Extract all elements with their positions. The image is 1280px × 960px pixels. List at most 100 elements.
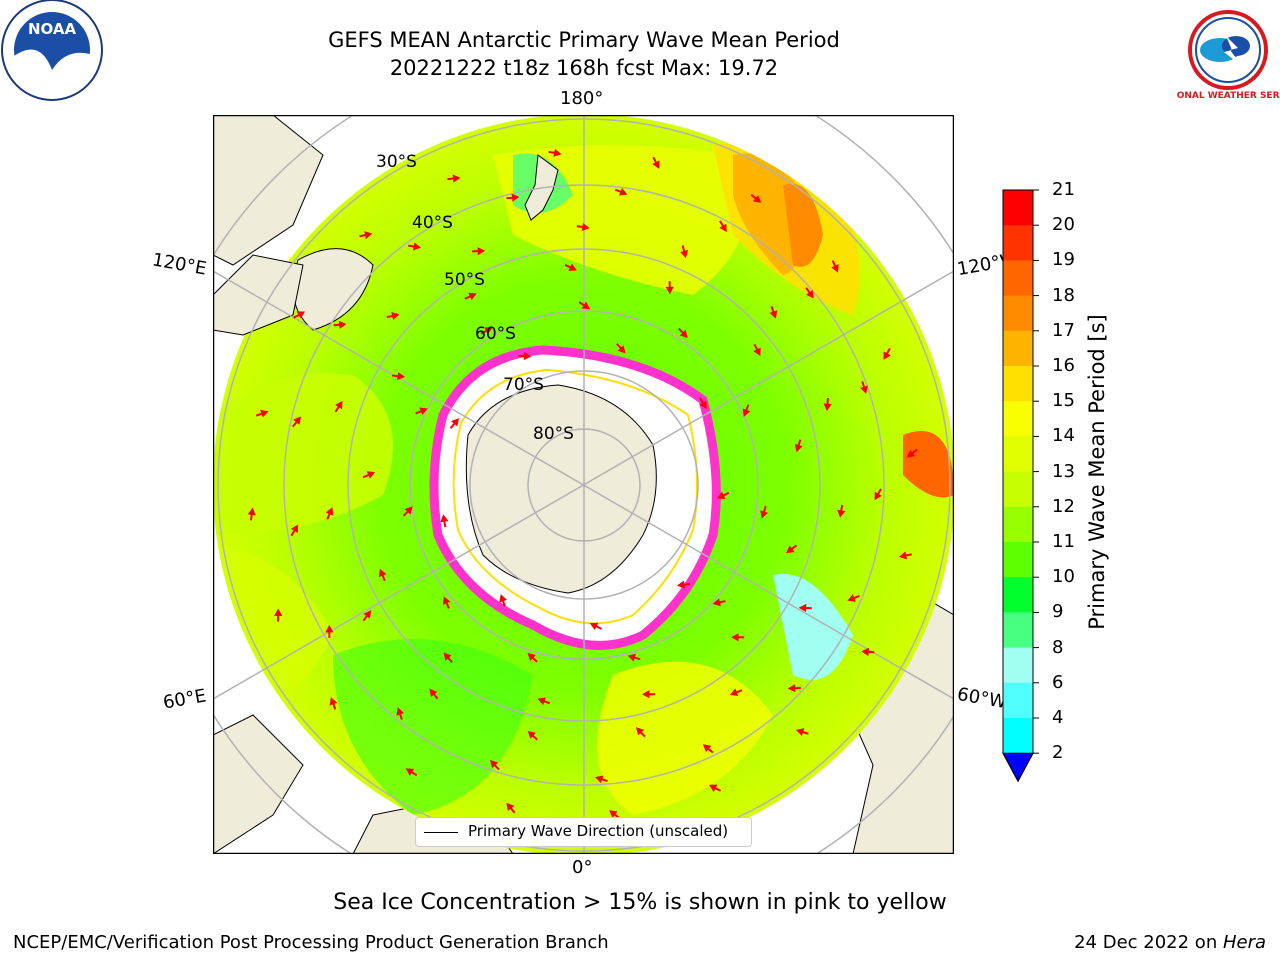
- wave-arrow-head: [731, 633, 739, 642]
- nws-logo-text: NATIONAL WEATHER SERVICE: [1176, 91, 1280, 101]
- wave-arrow-head: [329, 697, 338, 706]
- wave-arrow-head: [874, 491, 882, 501]
- wave-arrow-head: [396, 707, 405, 716]
- wave-arrow-head: [523, 351, 532, 361]
- wave-arrow-head: [680, 249, 689, 259]
- wave-arrow-head: [477, 247, 486, 256]
- colorbar-segment: [1003, 401, 1033, 437]
- wave-arrow-head: [794, 443, 803, 453]
- wave-arrow-head: [443, 652, 452, 661]
- wave-arrow-head: [429, 688, 438, 697]
- wave-arrow-head: [823, 403, 832, 412]
- lon-label-60e: 60°E: [161, 685, 208, 714]
- wave-arrow-head: [499, 594, 508, 603]
- wave-arrow-head: [702, 744, 712, 753]
- colorbar-tick-label: 20: [1052, 214, 1075, 236]
- colorbar-tick-label: 19: [1052, 249, 1075, 271]
- wave-direction-arrows: [247, 148, 918, 819]
- legend-line-sample: [424, 832, 458, 833]
- wave-arrow-head: [442, 596, 451, 605]
- lon-label-180: 180°: [560, 88, 604, 109]
- colorbar-segment: [1003, 542, 1033, 578]
- wave-arrow-head: [451, 418, 460, 427]
- wave-arrow-head: [553, 148, 562, 157]
- wave-arrow-head: [860, 385, 868, 394]
- wave-arrow-head: [847, 594, 856, 602]
- wave-arrow-head: [652, 160, 660, 170]
- wave-arrow-head: [760, 510, 769, 519]
- wave-arrow-head: [769, 310, 778, 319]
- credit-branch: NCEP/EMC/Verification Post Processing Pr…: [13, 932, 609, 953]
- lat-label-40s: 40°S: [412, 213, 453, 233]
- wave-arrow-head: [898, 551, 907, 560]
- credit-date-text: 24 Dec 2022 on: [1074, 932, 1223, 953]
- colorbar-extend-arrow: [1002, 752, 1034, 783]
- wave-arrow-head: [468, 292, 477, 301]
- wave-arrow-head: [290, 524, 299, 534]
- wave-arrow-head: [527, 652, 536, 662]
- wave-arrow-head: [806, 290, 814, 299]
- wave-arrow-head: [619, 187, 628, 196]
- wave-arrow-head: [274, 608, 283, 617]
- wave-arrow-head: [247, 507, 256, 516]
- colorbar-tick-label: 21: [1052, 179, 1075, 200]
- colorbar-tick-label: 17: [1052, 319, 1075, 341]
- nws-logo: NATIONAL WEATHER SERVICE: [1176, 0, 1280, 101]
- wave-arrow-head: [906, 449, 916, 458]
- colorbar-segment: [1003, 682, 1033, 719]
- wave-arrow-head: [338, 320, 347, 329]
- sea-ice-note: Sea Ice Concentration > 15% is shown in …: [333, 890, 947, 915]
- lat-label-60s: 60°S: [475, 324, 516, 344]
- colorbar-tick-label: 12: [1052, 495, 1075, 517]
- wave-arrow-head: [293, 416, 302, 425]
- wave-arrow-head: [861, 647, 869, 656]
- wave-arrow-head: [296, 311, 306, 319]
- wave-arrow-head: [753, 347, 761, 357]
- wave-arrow-head: [405, 768, 415, 776]
- map-panel: [147, 48, 1021, 922]
- wave-arrow-head: [581, 301, 591, 310]
- colorbar-segment: [1003, 647, 1033, 684]
- wave-arrow-head: [798, 603, 807, 612]
- wave-arrow-head: [489, 759, 499, 769]
- colorbar-segment: [1003, 260, 1033, 297]
- lon-label-0: 0°: [572, 857, 593, 878]
- wave-arrow-head: [742, 408, 751, 417]
- wave-arrow-head: [413, 242, 422, 251]
- colorbar-tick-label: 11: [1052, 531, 1075, 552]
- lat-label-50s: 50°S: [444, 270, 485, 290]
- wave-arrow-head: [642, 690, 650, 699]
- wave-arrow-head: [617, 345, 626, 354]
- chart-title: GEFS MEAN Antarctic Primary Wave Mean Pe…: [328, 28, 840, 52]
- colorbar-tick-label: 15: [1052, 390, 1075, 412]
- wave-arrow-head: [581, 222, 590, 232]
- wave-arrow-head: [440, 514, 449, 523]
- colorbar-label: Primary Wave Mean Period [s]: [1085, 314, 1109, 630]
- colorbar-segment: [1003, 436, 1033, 473]
- colorbar-segment: [1003, 295, 1033, 332]
- credit-date: 24 Dec 2022 on Hera: [1074, 932, 1266, 953]
- colorbar-segment: [1003, 190, 1033, 226]
- colorbar-tick-label: 14: [1052, 425, 1075, 447]
- wave-arrow-head: [719, 223, 727, 233]
- wave-arrow-head: [506, 802, 515, 812]
- wave-arrow-head: [883, 351, 891, 360]
- credit-host: Hera: [1222, 932, 1266, 953]
- wave-arrow-head: [699, 400, 707, 410]
- colorbar-tick-label: 16: [1052, 355, 1075, 376]
- polar-map: [147, 48, 1021, 922]
- lon-label-120e: 120°E: [150, 249, 209, 280]
- wave-arrow-head: [708, 784, 718, 792]
- wave-arrow-head: [594, 775, 604, 784]
- colorbar-segment: [1003, 471, 1033, 508]
- map-legend: Primary Wave Direction (unscaled): [415, 817, 752, 847]
- lat-label-30s: 30°S: [376, 152, 417, 172]
- wave-arrow-head: [676, 580, 685, 589]
- colorbar: [1002, 189, 1039, 783]
- colorbar-segment: [1003, 330, 1033, 367]
- wave-arrow-head: [729, 688, 739, 696]
- wave-arrow-head: [537, 697, 546, 706]
- lat-label-80s: 80°S: [533, 424, 574, 444]
- colorbar-tick-label: 8: [1052, 636, 1064, 658]
- wave-arrow-head: [786, 545, 795, 554]
